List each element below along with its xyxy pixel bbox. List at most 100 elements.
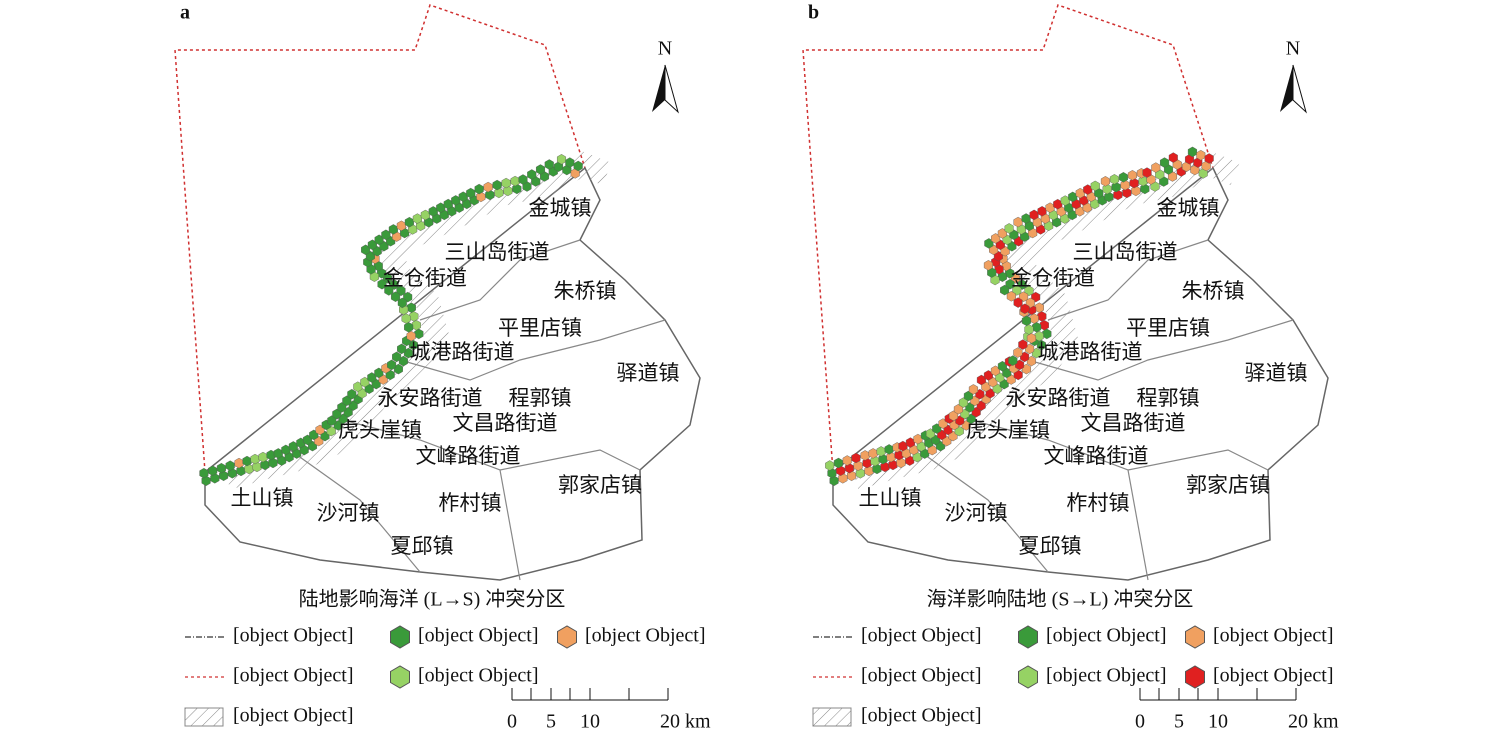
hex-cell bbox=[366, 264, 376, 275]
place-label: 金城镇 bbox=[529, 196, 592, 220]
map-panel bbox=[802, 4, 1329, 581]
panel-letter: b bbox=[808, 2, 819, 24]
hex-cell bbox=[968, 384, 978, 395]
hex-cell bbox=[990, 274, 1000, 286]
hex-cell bbox=[1204, 153, 1214, 164]
hex-cell bbox=[1140, 183, 1150, 195]
district-boundary bbox=[917, 449, 1049, 573]
north-label: N bbox=[1286, 38, 1300, 60]
place-label: 程郭镇 bbox=[509, 386, 572, 410]
hex-cell bbox=[406, 330, 416, 342]
place-label: 郭家店镇 bbox=[1186, 473, 1270, 497]
north-label: N bbox=[658, 38, 672, 60]
legend-swatch bbox=[1185, 625, 1205, 649]
hex-cell bbox=[1034, 330, 1044, 342]
hex-cell bbox=[983, 260, 993, 271]
hex-cell bbox=[409, 311, 419, 322]
hex-cell bbox=[1190, 164, 1200, 176]
legend-label: [object Object] bbox=[861, 665, 982, 687]
hex-cell bbox=[1000, 284, 1010, 296]
hex-cell bbox=[483, 181, 493, 193]
hex-cell bbox=[1032, 322, 1042, 333]
legend-label: [object Object] bbox=[1213, 625, 1334, 647]
hex-cell bbox=[501, 177, 511, 189]
hex-cell bbox=[373, 260, 383, 272]
legend-label: [object Object] bbox=[233, 705, 354, 727]
hex-cell bbox=[476, 191, 486, 203]
hex-cell bbox=[1026, 333, 1036, 344]
scale-label: 0 bbox=[507, 711, 517, 733]
hex-cell bbox=[851, 452, 861, 464]
legend-swatch bbox=[184, 707, 224, 727]
hex-cell bbox=[562, 164, 572, 176]
hex-cell bbox=[1168, 152, 1178, 163]
hex-cell bbox=[987, 267, 997, 278]
hex-cell bbox=[411, 319, 421, 331]
place-label: 金仓街道 bbox=[1011, 266, 1095, 290]
place-label: 驿道镇 bbox=[617, 361, 680, 385]
hex-cell bbox=[401, 313, 411, 324]
legend-label: [object Object] bbox=[1213, 665, 1334, 687]
district-boundary bbox=[334, 417, 521, 581]
district-boundary bbox=[419, 239, 581, 321]
hex-cell bbox=[1118, 172, 1128, 183]
place-label: 虎头崖镇 bbox=[966, 418, 1050, 442]
hex-cell bbox=[1127, 170, 1137, 181]
hex-cell bbox=[997, 271, 1007, 282]
hex-cell bbox=[557, 154, 566, 165]
district-boundary bbox=[499, 449, 641, 471]
legend-label: [object Object] bbox=[861, 625, 982, 647]
scale-label: 5 bbox=[1174, 711, 1184, 733]
district-boundary bbox=[1127, 449, 1269, 471]
hex-cell bbox=[1100, 176, 1110, 187]
hex-cell bbox=[492, 179, 502, 191]
legend-label: [object Object] bbox=[418, 665, 539, 687]
hex-cell bbox=[1042, 328, 1052, 340]
place-label: 柞村镇 bbox=[1067, 491, 1130, 515]
legend-swatch bbox=[1018, 665, 1038, 689]
scale-label: 10 bbox=[1208, 711, 1228, 733]
place-label: 朱桥镇 bbox=[1182, 279, 1245, 303]
hex-cell bbox=[377, 268, 387, 279]
hex-cell bbox=[1109, 174, 1119, 185]
place-label: 柞村镇 bbox=[439, 491, 502, 515]
hex-cell bbox=[1018, 339, 1028, 350]
hex-cell bbox=[512, 183, 522, 195]
hex-cell bbox=[377, 278, 387, 290]
legend-label: [object Object] bbox=[585, 625, 706, 647]
district-boundary bbox=[962, 417, 1149, 581]
district-boundary bbox=[1027, 319, 1294, 381]
hex-cell bbox=[1196, 149, 1206, 161]
district-boundary bbox=[289, 449, 421, 573]
hex-cell bbox=[1021, 315, 1031, 327]
hex-cell bbox=[387, 359, 397, 371]
hex-cell bbox=[1122, 187, 1132, 199]
hex-cell bbox=[1008, 355, 1018, 366]
panel-letter: a bbox=[180, 2, 190, 24]
place-label: 沙河镇 bbox=[317, 501, 380, 525]
place-label: 文昌路街道 bbox=[453, 411, 558, 435]
place-label: 金仓街道 bbox=[383, 266, 467, 290]
hex-cell bbox=[474, 183, 484, 195]
north-arrow bbox=[652, 65, 665, 112]
place-label: 虎头崖镇 bbox=[338, 418, 422, 442]
hex-cell bbox=[994, 264, 1004, 275]
hex-cell bbox=[1193, 157, 1203, 168]
place-label: 沙河镇 bbox=[945, 501, 1008, 525]
north-arrow bbox=[664, 64, 679, 114]
legend-label: [object Object] bbox=[1046, 665, 1167, 687]
place-label: 程郭镇 bbox=[1137, 386, 1200, 410]
legend-title: 陆地影响海洋 (L→S) 冲突分区 bbox=[299, 588, 566, 611]
hex-cell bbox=[1201, 160, 1211, 172]
hex-cell bbox=[1037, 311, 1047, 322]
hex-cell bbox=[1131, 185, 1141, 197]
hex-cell bbox=[494, 187, 504, 199]
legend-swatch bbox=[390, 625, 410, 649]
hex-cell bbox=[554, 161, 563, 172]
hex-cell bbox=[1120, 179, 1130, 191]
hex-cell bbox=[406, 302, 416, 313]
legend-swatch bbox=[812, 707, 852, 727]
legend-swatch bbox=[557, 625, 577, 649]
place-label: 城港路街道 bbox=[1038, 340, 1143, 364]
